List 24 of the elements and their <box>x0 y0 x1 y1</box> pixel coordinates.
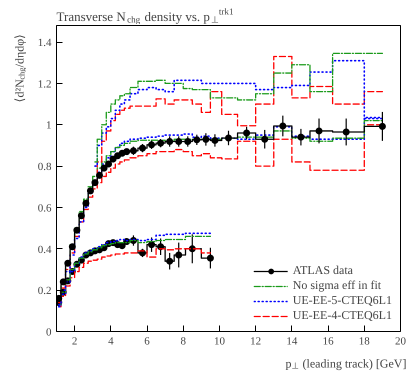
y-tick-label: 0.2 <box>38 285 52 298</box>
x-tick-label: 8 <box>180 336 186 348</box>
chart-title: Transverse Nchg density vs. p⊥trk1 <box>56 6 234 24</box>
legend-label: UE-EE-5-CTEQ6L1 <box>292 293 392 308</box>
legend-label: No sigma eff in fit <box>292 278 382 293</box>
x-tick-label: 20 <box>395 336 406 348</box>
x-tick-label: 6 <box>144 336 150 348</box>
x-axis-title: p⊥ (leading track) [GeV] <box>285 356 406 371</box>
y-tick-label: 1.4 <box>38 37 52 50</box>
y-tick-label: 1.2 <box>38 78 52 90</box>
x-tick-label: 4 <box>108 336 114 348</box>
legend-label: UE-EE-4-CTEQ6L1 <box>292 308 392 323</box>
y-tick-label: 0.6 <box>38 202 52 214</box>
x-tick-label: 18 <box>358 336 370 348</box>
y-tick-label: 0.4 <box>38 244 52 256</box>
x-tick-label: 10 <box>214 336 226 348</box>
legend-label: ATLAS data <box>292 263 354 278</box>
x-tick-label: 14 <box>286 336 298 348</box>
x-tick-label: 16 <box>322 336 334 348</box>
y-tick-label: 0 <box>46 326 52 338</box>
x-tick-label: 12 <box>250 336 262 348</box>
y-tick-label: 1 <box>46 120 52 132</box>
x-tick-label: 2 <box>72 336 78 348</box>
y-tick-label: 0.8 <box>38 161 52 174</box>
